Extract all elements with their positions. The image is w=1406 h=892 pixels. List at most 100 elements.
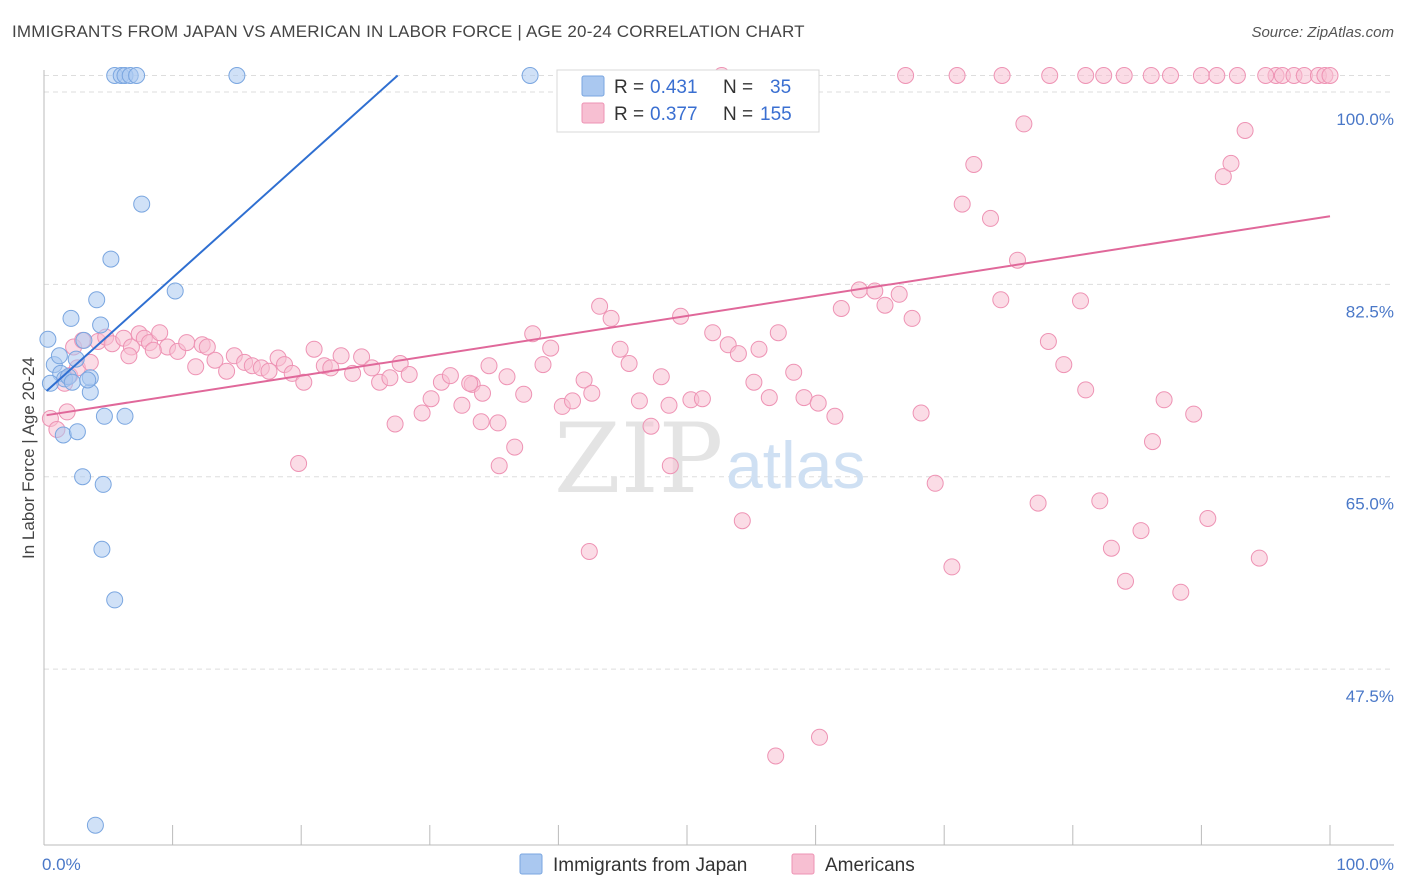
american-point — [480, 357, 498, 375]
american-point — [769, 324, 787, 342]
american-point — [461, 374, 479, 392]
japan-point — [68, 423, 86, 441]
american-point — [729, 345, 747, 363]
american-point — [295, 373, 313, 391]
bottom-legend-swatch-japan — [519, 853, 543, 875]
chart-source: Source: ZipAtlas.com — [1251, 24, 1394, 41]
japan-trend-line — [45, 74, 399, 392]
american-point — [120, 347, 138, 365]
american-point — [785, 363, 803, 381]
american-point — [363, 359, 381, 377]
american-point — [630, 392, 648, 410]
american-point — [1144, 433, 1161, 451]
american-point — [767, 747, 785, 765]
american-point — [642, 417, 660, 435]
american-point — [1077, 67, 1095, 84]
american-point — [1015, 115, 1033, 133]
american-point — [897, 67, 915, 84]
american-point — [1142, 67, 1160, 84]
american-point — [953, 195, 971, 213]
watermark: ZIP atlas — [554, 403, 865, 515]
american-point — [620, 355, 638, 372]
american-point — [1072, 292, 1089, 310]
american-point — [542, 339, 560, 357]
american-point — [305, 340, 323, 358]
american-point — [422, 390, 440, 408]
top-legend: R = 0.431 N = 35 R = 0.377 N = 155 — [556, 69, 820, 133]
y-tick-label: 82.5% — [1346, 302, 1394, 321]
american-point — [151, 324, 169, 342]
japan-points — [39, 67, 539, 834]
bottom-legend: Immigrants from Japan Americans — [519, 853, 915, 876]
american-point — [1077, 381, 1095, 399]
legend-n-value-americans: 155 — [760, 104, 792, 125]
japan-point — [106, 591, 124, 609]
american-point — [733, 512, 751, 530]
american-point — [611, 340, 629, 358]
y-tick-label: 100.0% — [1336, 110, 1394, 129]
american-point — [1115, 67, 1133, 84]
japan-point — [128, 67, 146, 84]
american-point — [982, 209, 999, 227]
american-point — [745, 373, 763, 391]
japan-point — [39, 330, 57, 348]
japan-point — [95, 407, 113, 425]
american-point — [453, 396, 471, 414]
american-point — [660, 396, 678, 414]
american-point — [332, 347, 350, 365]
american-point — [1199, 510, 1217, 527]
american-trend-line — [46, 215, 1331, 417]
japan-point — [79, 371, 97, 389]
american-point — [489, 414, 507, 432]
american-point — [948, 67, 966, 84]
japan-point — [133, 195, 151, 213]
legend-swatch-japan — [581, 75, 605, 97]
japan-point — [92, 316, 110, 334]
axes-layer — [43, 70, 1394, 846]
american-point — [206, 351, 224, 369]
legend-r-label-japan: R = — [614, 77, 644, 98]
chart-title: IMMIGRANTS FROM JAPAN VS AMERICAN IN LAB… — [12, 22, 805, 41]
legend-r-value-japan: 0.431 — [650, 77, 698, 98]
american-point — [290, 455, 308, 472]
american-point — [1155, 391, 1173, 409]
watermark-atlas: atlas — [726, 428, 865, 502]
legend-n-label-americans: N = — [723, 104, 753, 125]
american-point — [1172, 583, 1190, 601]
american-point — [386, 415, 404, 433]
american-point — [693, 390, 711, 408]
american-point — [575, 371, 593, 389]
american-point — [178, 334, 196, 352]
grid-layer — [44, 74, 1394, 670]
japan-point — [102, 250, 120, 268]
japan-point — [86, 816, 104, 834]
american-point — [515, 385, 533, 403]
american-point — [1228, 67, 1246, 84]
american-point — [1222, 154, 1240, 172]
american-point — [826, 407, 844, 425]
american-point — [524, 325, 542, 343]
y-axis-label: In Labor Force | Age 20-24 — [19, 357, 38, 559]
american-point — [1132, 522, 1150, 540]
american-point — [534, 356, 552, 374]
legend-r-label-americans: R = — [614, 104, 644, 125]
japan-point — [74, 468, 92, 486]
american-point — [187, 358, 205, 376]
american-point — [993, 67, 1011, 84]
american-point — [498, 368, 516, 386]
american-point — [926, 474, 944, 492]
american-point — [1208, 67, 1226, 84]
american-point — [353, 348, 371, 366]
japan-point — [116, 407, 134, 425]
american-point — [965, 156, 983, 173]
trend-lines — [45, 74, 1331, 417]
american-point — [832, 300, 850, 317]
japan-point — [54, 426, 72, 444]
bottom-legend-label-japan: Immigrants from Japan — [553, 855, 747, 876]
japan-point — [93, 540, 111, 558]
japan-point — [62, 309, 80, 327]
american-point — [661, 457, 679, 475]
american-point — [809, 394, 827, 412]
american-point — [1214, 168, 1232, 186]
american-point — [760, 389, 778, 407]
